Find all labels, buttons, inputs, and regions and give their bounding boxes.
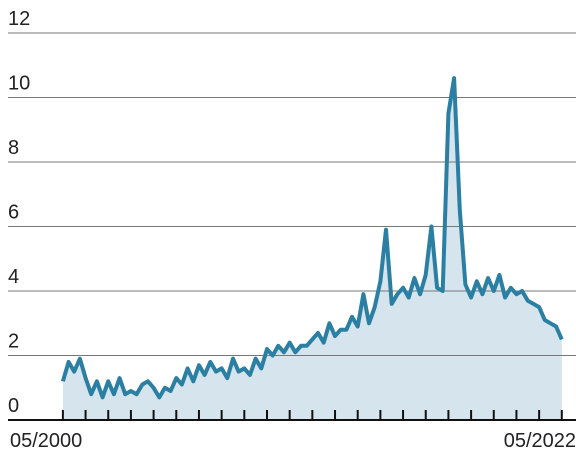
- y-tick-label: 2: [8, 331, 19, 353]
- line: [60, 76, 564, 400]
- y-tick-label: 0: [8, 395, 19, 417]
- y-tick-label: 6: [8, 202, 19, 224]
- x-tick-label: 05/2000: [10, 430, 82, 452]
- y-tick-label: 10: [8, 73, 30, 95]
- area: [62, 78, 562, 420]
- y-tick-label: 12: [8, 8, 30, 30]
- y-tick-label: 8: [8, 137, 19, 159]
- y-tick-label: 4: [8, 266, 19, 288]
- x-tick-label: 05/2022: [504, 430, 576, 452]
